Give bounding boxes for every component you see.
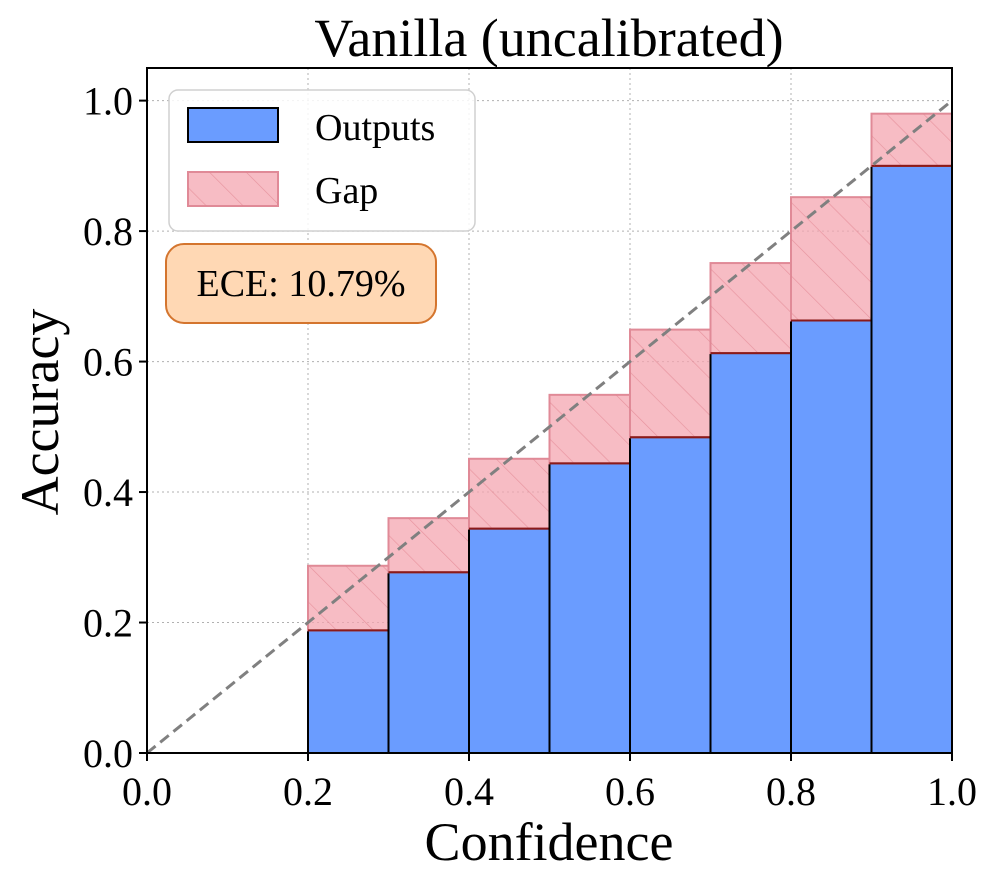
output-bar [629,436,712,754]
output-bar [468,527,551,754]
ece-box [165,243,437,324]
gap-bar-hatch [308,565,389,631]
perfect-calibration-line [146,99,953,755]
gap-bar-hatch [791,197,872,321]
output-bar [870,164,953,755]
output-bar [307,629,390,754]
legend: Outputs Gap [168,89,476,232]
output-bar [790,319,873,754]
x-tick-label: 0.0 [122,769,172,814]
y-tick-label: 0.0 [83,731,133,776]
legend-gap-label: Gap [315,170,378,212]
y-tick-label: 0.2 [83,601,133,646]
x-tick-label: 0.2 [283,769,333,814]
axis-ticks: 0.0 0.2 0.4 0.6 0.8 1.0 0.0 0.2 0.4 0.6 0.8 1.0 [83,79,977,814]
legend-outputs-label: Outputs [315,107,435,149]
y-tick-label: 0.4 [83,470,133,515]
x-tick-label: 0.8 [766,769,816,814]
ece-annotation: ECE: 10.79% [165,243,437,324]
chart-title: Vanilla (uncalibrated) [314,8,783,68]
y-tick-label: 0.8 [83,209,133,254]
output-bar [548,462,631,754]
output-bar [709,352,792,754]
y-tick-label: 0.6 [83,340,133,385]
axes-frame [146,67,953,754]
ece-text: ECE: 10.79% [197,263,406,305]
x-tick-label: 0.4 [444,769,494,814]
legend-outputs-swatch [187,107,279,143]
output-bar [387,571,470,754]
gap-bar-hatch [630,329,711,438]
legend-gap-hatch [188,172,278,206]
gap-bar-hatch [549,394,630,464]
y-axis-label: Accuracy [10,309,70,516]
x-tick-label: 0.6 [605,769,655,814]
x-axis-label: Confidence [425,812,674,872]
gap-bar-hatch [469,458,550,529]
x-tick-label: 1.0 [927,769,977,814]
y-tick-label: 1.0 [83,79,133,124]
gap-bar-hatch [710,263,791,354]
gap-bar-hatch [871,113,952,166]
